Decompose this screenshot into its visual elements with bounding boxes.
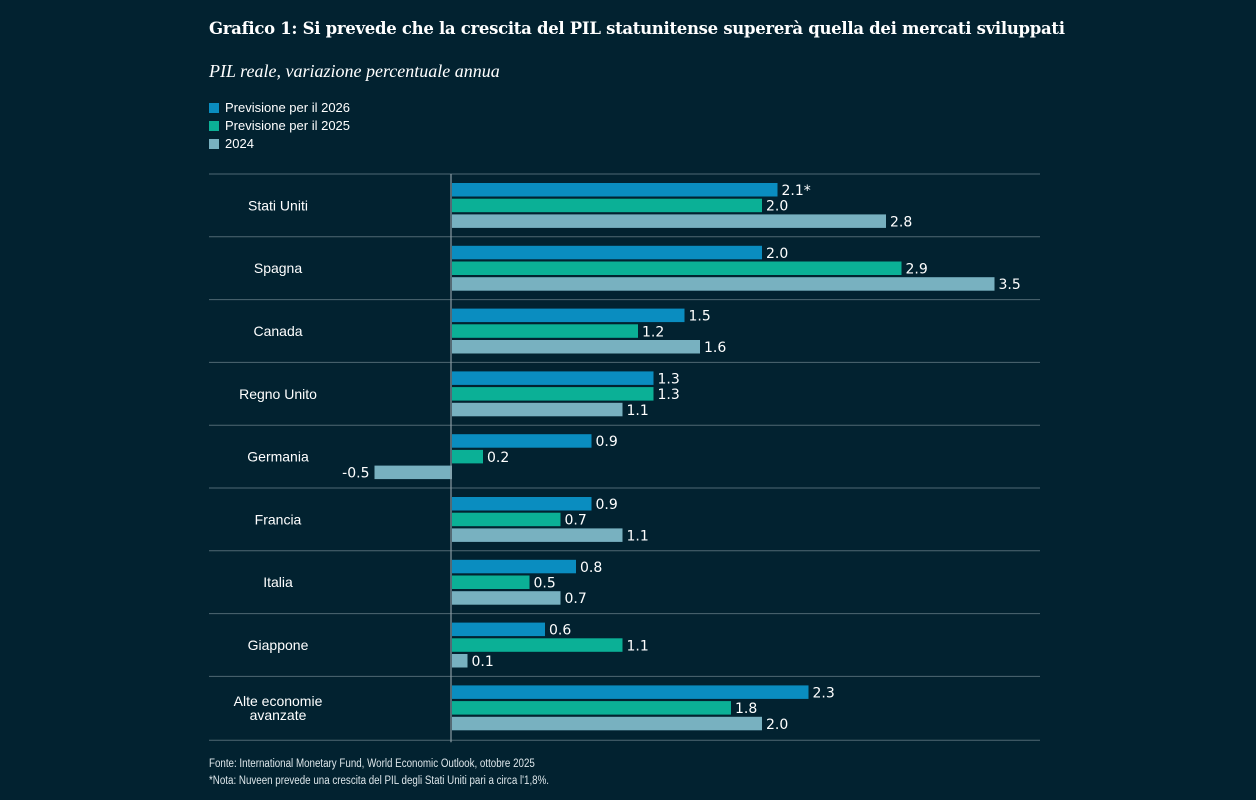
category-label: Canada bbox=[253, 323, 302, 339]
bar bbox=[452, 340, 700, 354]
legend-label: 2024 bbox=[225, 136, 254, 151]
category-label: Regno Unito bbox=[239, 386, 317, 402]
bar bbox=[452, 183, 778, 197]
legend-item-2026: Previsione per il 2026 bbox=[209, 99, 350, 117]
data-label: 0.1 bbox=[472, 654, 494, 670]
legend-item-2024: 2024 bbox=[209, 135, 350, 153]
bar bbox=[452, 434, 592, 448]
legend-swatch bbox=[209, 139, 219, 149]
bar bbox=[452, 559, 576, 574]
legend: Previsione per il 2026 Previsione per il… bbox=[209, 99, 350, 153]
bar bbox=[452, 654, 468, 668]
data-label: 2.1* bbox=[782, 183, 811, 199]
bar bbox=[452, 622, 545, 637]
data-label: 0.7 bbox=[565, 513, 587, 529]
data-label: 2.0 bbox=[766, 199, 788, 215]
bar bbox=[452, 701, 731, 715]
data-label: 0.6 bbox=[549, 623, 571, 639]
category-label: Spagna bbox=[254, 260, 302, 276]
data-label: -0.5 bbox=[342, 466, 369, 482]
data-label: 2.8 bbox=[890, 214, 912, 230]
data-label: 1.8 bbox=[735, 701, 757, 717]
chart-title: Grafico 1: Si prevede che la crescita de… bbox=[209, 19, 1065, 38]
category-label: Germania bbox=[247, 449, 309, 465]
data-label: 1.1 bbox=[627, 403, 649, 419]
bar bbox=[452, 591, 561, 605]
data-label: 2.0 bbox=[766, 246, 788, 262]
data-label: 1.5 bbox=[689, 309, 711, 325]
data-label: 0.2 bbox=[487, 450, 509, 466]
bar bbox=[452, 387, 654, 401]
data-label: 0.9 bbox=[596, 434, 618, 450]
bar bbox=[452, 449, 483, 464]
data-label: 0.5 bbox=[534, 576, 556, 592]
bar bbox=[374, 465, 452, 480]
category-label: Francia bbox=[255, 511, 302, 527]
legend-label: Previsione per il 2026 bbox=[225, 100, 351, 115]
data-label: 1.1 bbox=[627, 528, 649, 544]
legend-swatch bbox=[209, 103, 219, 113]
data-label: 3.5 bbox=[999, 277, 1021, 293]
data-label: 2.0 bbox=[766, 717, 788, 733]
category-label: Giappone bbox=[248, 637, 309, 653]
legend-label: Previsione per il 2025 bbox=[225, 118, 351, 133]
data-label: 1.3 bbox=[658, 387, 680, 403]
category-label: Alte economie avanzate bbox=[234, 693, 323, 723]
bar bbox=[452, 575, 530, 589]
chart-subtitle: PIL reale, variazione percentuale annua bbox=[209, 61, 500, 81]
bar bbox=[452, 277, 995, 291]
bar bbox=[452, 638, 623, 652]
data-label: 2.3 bbox=[813, 685, 835, 701]
legend-swatch bbox=[209, 121, 219, 131]
data-label: 2.9 bbox=[906, 262, 928, 278]
footnote: *Nota: Nuveen prevede una crescita del P… bbox=[209, 775, 550, 787]
bar bbox=[452, 198, 762, 213]
data-label: 0.7 bbox=[565, 591, 587, 607]
category-label: Stati Uniti bbox=[248, 197, 308, 213]
bar bbox=[452, 371, 654, 385]
bar bbox=[452, 245, 762, 260]
data-label: 1.6 bbox=[704, 340, 726, 356]
category-label: Italia bbox=[263, 574, 293, 590]
data-label: 1.1 bbox=[627, 638, 649, 654]
data-label: 1.2 bbox=[642, 324, 664, 340]
data-label: 0.8 bbox=[580, 560, 602, 576]
bar bbox=[452, 402, 623, 417]
bar bbox=[452, 512, 561, 527]
bar bbox=[452, 214, 886, 228]
data-label: 0.9 bbox=[596, 497, 618, 513]
bar bbox=[452, 497, 592, 511]
bar bbox=[452, 528, 623, 542]
bar bbox=[452, 324, 638, 338]
data-label: 1.3 bbox=[658, 371, 680, 387]
footnotes: Fonte: International Monetary Fund, Worl… bbox=[209, 756, 549, 790]
bar bbox=[452, 685, 809, 699]
bar bbox=[452, 261, 902, 275]
bar bbox=[452, 716, 762, 731]
legend-item-2025: Previsione per il 2025 bbox=[209, 117, 350, 135]
source-note: Fonte: International Monetary Fund, Worl… bbox=[209, 758, 535, 770]
bar bbox=[452, 308, 685, 323]
